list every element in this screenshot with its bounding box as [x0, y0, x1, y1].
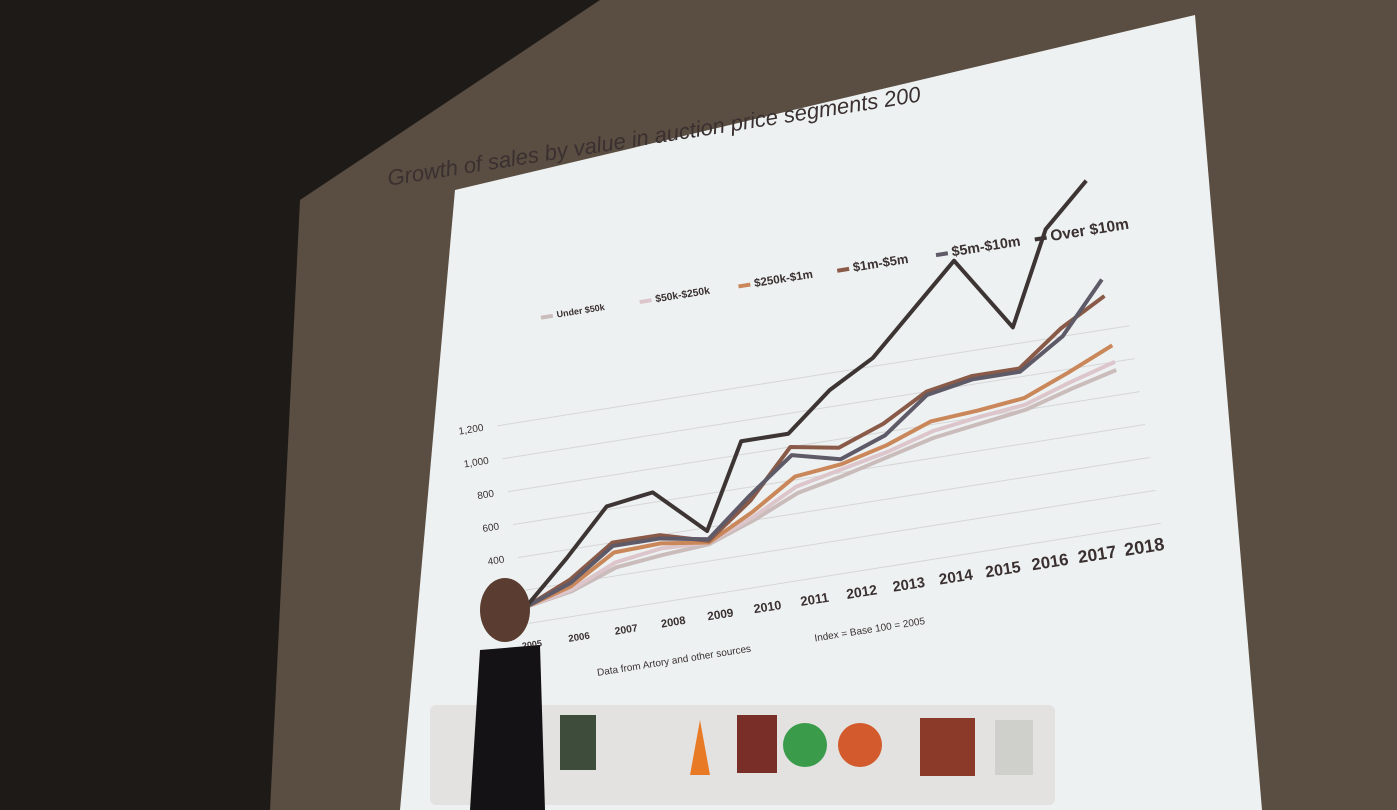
legend-swatch [837, 269, 849, 271]
dock-icon [995, 720, 1033, 775]
legend-swatch [1035, 238, 1047, 240]
legend-swatch [738, 285, 750, 287]
legend-swatch [541, 316, 553, 318]
dock-icon [920, 718, 975, 776]
dock-icon [838, 723, 882, 767]
dock-icon [560, 715, 596, 770]
legend-swatch [640, 300, 652, 302]
presenter-body [470, 645, 545, 810]
scene: Growth of sales by value in auction pric… [0, 0, 1397, 810]
dock-icon [783, 723, 827, 767]
dock-icon [737, 715, 777, 773]
page: {"chart_data": {"type": "line", "title":… [0, 0, 1397, 810]
legend-swatch [936, 253, 948, 255]
presenter-head [480, 578, 530, 642]
